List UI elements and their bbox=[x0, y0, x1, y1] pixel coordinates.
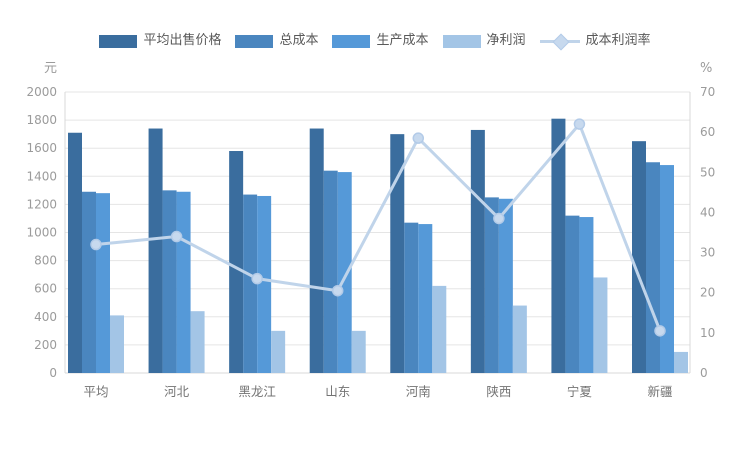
legend-swatch-icon bbox=[442, 34, 481, 48]
line-path-cost-profit-rate bbox=[94, 122, 662, 333]
legend-diamond-icon bbox=[552, 33, 570, 51]
x-label-4: 河南 bbox=[406, 384, 431, 399]
legend-item-production-cost[interactable]: 生产成本 bbox=[332, 33, 429, 48]
x-label-3: 山东 bbox=[325, 384, 350, 399]
bar-net-profit-0 bbox=[110, 315, 124, 373]
x-label-1: 河北 bbox=[164, 384, 190, 399]
x-label-0: 平均 bbox=[83, 384, 108, 399]
line-marker-cost-profit-rate-7 bbox=[654, 325, 666, 337]
left-tick-label: 1800 bbox=[26, 113, 57, 127]
bar-net-profit-3 bbox=[351, 330, 366, 373]
left-tick-label: 200 bbox=[34, 338, 57, 352]
legend-item-net-profit[interactable]: 净利润 bbox=[442, 33, 526, 48]
right-tick-label: 60 bbox=[700, 125, 715, 139]
left-tick-label: 1400 bbox=[26, 169, 57, 183]
right-tick-label: 20 bbox=[700, 286, 715, 300]
x-label-6: 宁夏 bbox=[567, 384, 593, 399]
bar-production-cost-3 bbox=[337, 172, 352, 373]
legend-item-cost-profit-rate[interactable]: 成本利润率 bbox=[539, 33, 651, 51]
bar-total-cost-5 bbox=[484, 197, 499, 373]
right-tick-label: 40 bbox=[700, 205, 715, 219]
bar-avg-sell-price-6 bbox=[551, 118, 566, 373]
legend-swatch-icon bbox=[235, 34, 274, 48]
bar-total-cost-4 bbox=[404, 222, 419, 373]
left-tick-label: 0 bbox=[49, 366, 57, 380]
legend-swatch-icon bbox=[99, 34, 138, 48]
left-tick-label: 800 bbox=[34, 254, 57, 268]
bar-total-cost-6 bbox=[565, 215, 580, 373]
right-tick-label: 30 bbox=[700, 246, 715, 260]
line-marker-cost-profit-rate-4 bbox=[412, 132, 425, 144]
legend-line-marker-icon bbox=[539, 33, 580, 51]
left-tick-label: 600 bbox=[34, 282, 57, 296]
legend-item-avg-sell-price[interactable]: 平均出售价格 bbox=[99, 34, 221, 48]
bar-production-cost-4 bbox=[418, 224, 433, 373]
line-marker-cost-profit-rate-0 bbox=[90, 238, 102, 251]
left-tick-label: 400 bbox=[34, 310, 57, 324]
legend-swatch-icon bbox=[332, 34, 371, 48]
bar-net-profit-6 bbox=[593, 277, 608, 373]
right-tick-label: 0 bbox=[700, 366, 708, 380]
x-category-labels: 平均 河北 黑龙江 山东 河南 陕西 宁夏 新疆 bbox=[83, 384, 672, 399]
line-marker-cost-profit-rate-2 bbox=[251, 272, 263, 285]
legend-label: 平均出售价格 bbox=[143, 33, 222, 48]
tick-labels: 0 200 400 600 800 1000 1200 1400 1600 1800 2000 0 10… bbox=[26, 85, 715, 380]
legend-label: 成本利润率 bbox=[585, 33, 651, 48]
bar-avg-sell-price-3 bbox=[309, 128, 324, 373]
bar-series-production-cost bbox=[96, 165, 674, 373]
bar-net-profit-5 bbox=[512, 305, 527, 373]
bar-production-cost-7 bbox=[660, 165, 674, 373]
left-tick-label: 1000 bbox=[26, 226, 57, 240]
bar-total-cost-0 bbox=[82, 191, 96, 373]
left-tick-label: 2000 bbox=[26, 85, 57, 99]
right-tick-label: 70 bbox=[700, 85, 715, 99]
bar-production-cost-6 bbox=[579, 217, 594, 373]
bar-production-cost-5 bbox=[498, 198, 513, 373]
line-series-cost-profit-rate bbox=[90, 118, 666, 337]
x-label-7: 新疆 bbox=[647, 384, 672, 399]
line-marker-cost-profit-rate-5 bbox=[493, 212, 505, 225]
left-tick-label: 1600 bbox=[26, 141, 57, 155]
bar-production-cost-0 bbox=[96, 193, 110, 373]
bar-avg-sell-price-1 bbox=[148, 128, 163, 373]
bar-total-cost-7 bbox=[646, 162, 660, 373]
legend-label: 净利润 bbox=[486, 33, 526, 48]
right-tick-label: 50 bbox=[700, 165, 715, 179]
left-axis-title: 元 bbox=[44, 61, 57, 76]
line-marker-cost-profit-rate-1 bbox=[170, 230, 183, 243]
x-label-2: 黑龙江 bbox=[238, 384, 276, 399]
line-marker-cost-profit-rate-3 bbox=[331, 284, 344, 297]
x-label-5: 陕西 bbox=[486, 384, 511, 399]
bar-series-avg-sell-price bbox=[68, 118, 646, 373]
bar-series-net-profit bbox=[110, 277, 688, 373]
bar-avg-sell-price-7 bbox=[632, 141, 646, 373]
bar-avg-sell-price-4 bbox=[390, 134, 405, 373]
legend-item-total-cost[interactable]: 总成本 bbox=[235, 34, 318, 48]
bar-net-profit-1 bbox=[190, 311, 205, 373]
bar-production-cost-1 bbox=[176, 191, 191, 373]
bar-net-profit-7 bbox=[674, 351, 688, 373]
right-tick-label: 10 bbox=[700, 326, 715, 340]
bar-net-profit-2 bbox=[271, 330, 286, 373]
bar-avg-sell-price-5 bbox=[470, 129, 485, 373]
chart-legend: 平均出售价格 总成本 生产成本 净利润 成本利润率 bbox=[0, 30, 750, 52]
bar-avg-sell-price-0 bbox=[68, 132, 82, 373]
line-marker-cost-profit-rate-6 bbox=[573, 118, 586, 130]
bar-production-cost-2 bbox=[257, 195, 272, 373]
bar-avg-sell-price-2 bbox=[229, 151, 244, 373]
legend-label: 生产成本 bbox=[376, 33, 429, 48]
bar-series-total-cost bbox=[82, 162, 660, 373]
bar-total-cost-1 bbox=[162, 190, 177, 373]
right-axis-title: % bbox=[700, 61, 712, 76]
bar-total-cost-2 bbox=[243, 194, 258, 373]
bar-net-profit-4 bbox=[432, 285, 447, 373]
bar-total-cost-3 bbox=[323, 170, 338, 373]
left-tick-label: 1200 bbox=[26, 197, 57, 211]
legend-label: 总成本 bbox=[279, 33, 319, 48]
